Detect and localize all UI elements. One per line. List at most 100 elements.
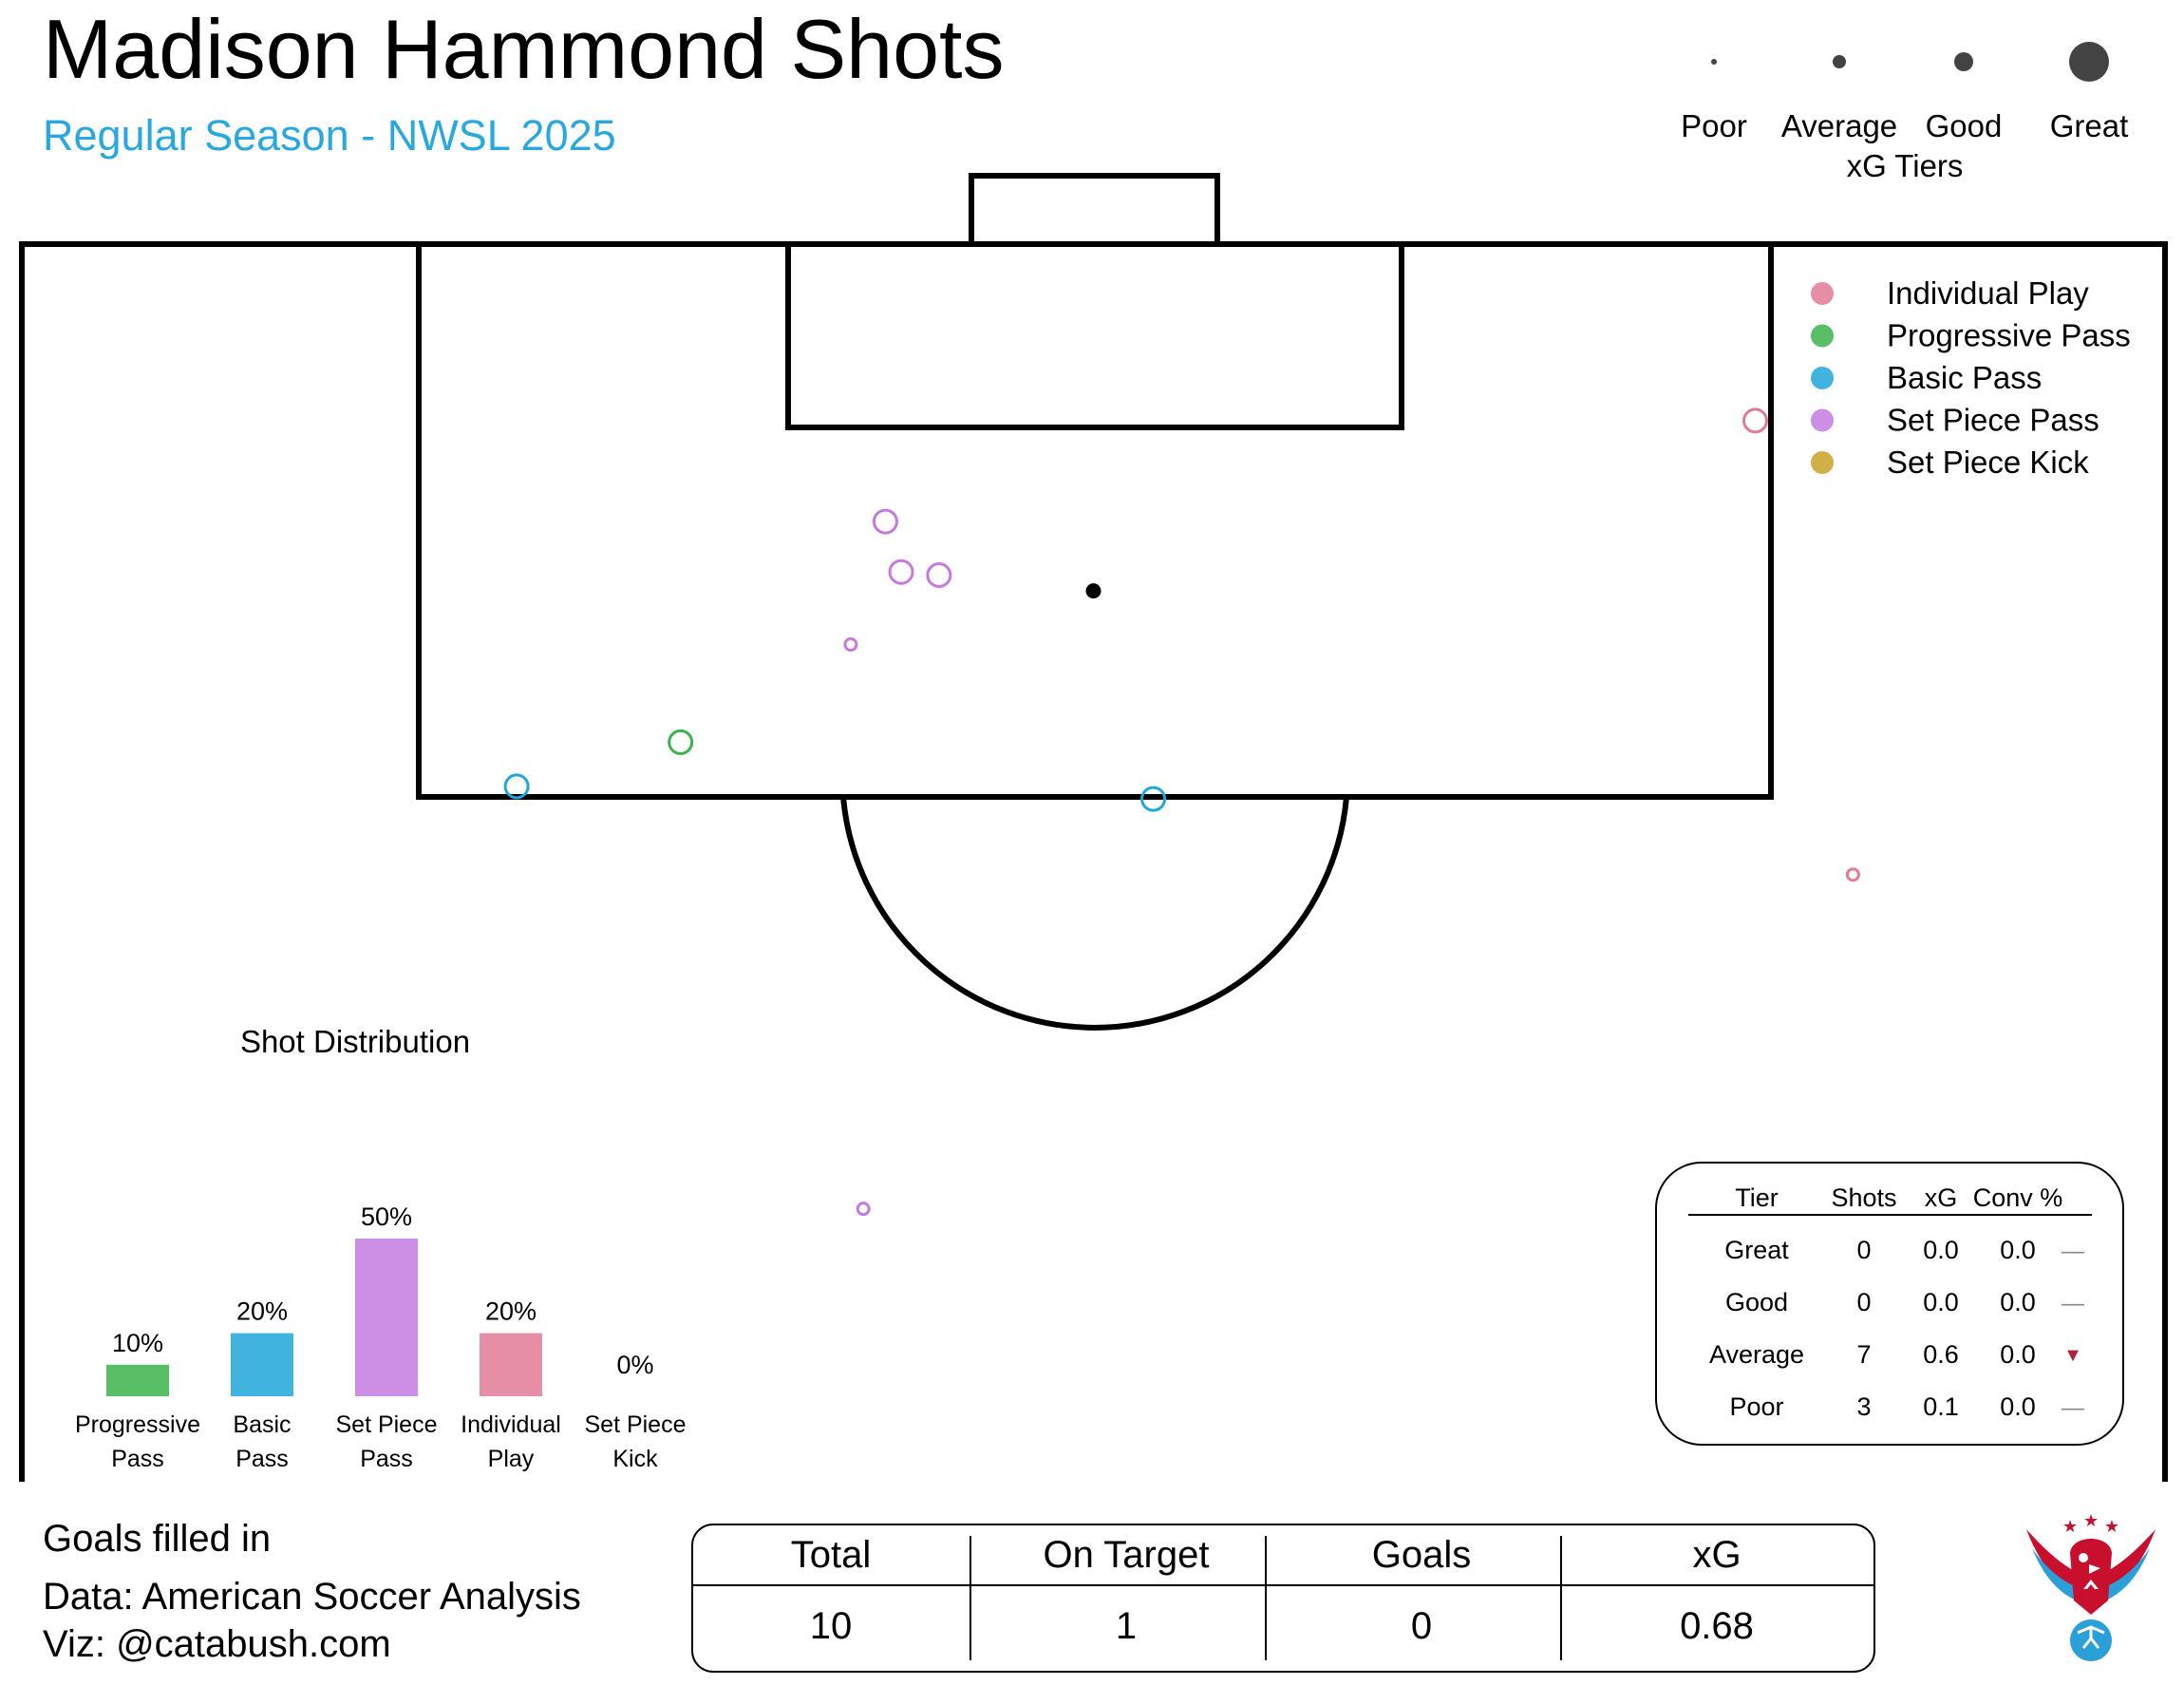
summary-value: 10 <box>810 1605 853 1647</box>
penalty-arc <box>840 796 1349 1031</box>
trend-flat-icon: — <box>2062 1239 2084 1264</box>
goal-area <box>785 241 1404 430</box>
legend-swatch-set-piece-kick <box>1811 451 1834 474</box>
trend-down-icon: ▼ <box>2063 1345 2082 1366</box>
shot-marker <box>1140 786 1167 812</box>
shot-marker <box>1742 407 1769 434</box>
distribution-bar <box>231 1333 293 1396</box>
legend-swatch-basic-pass <box>1811 367 1834 389</box>
tier-table-header: Conv % <box>1973 1183 2063 1212</box>
trend-flat-icon: — <box>2062 1395 2084 1421</box>
shot-marker <box>856 1202 871 1217</box>
summary-header: On Target <box>1044 1534 1210 1576</box>
distribution-bar <box>106 1364 169 1396</box>
distribution-category-label: Basic <box>233 1411 291 1438</box>
legend-swatch-set-piece-pass <box>1811 408 1834 432</box>
summary-value: 0.68 <box>1680 1605 1754 1647</box>
svg-text:★: ★ <box>2083 1511 2099 1530</box>
tier-table: Tier Shots xG Conv % Great 0 0.0 0.0 — Good 0 0.0 0.… <box>1655 1162 2124 1446</box>
shot-marker <box>926 562 952 589</box>
distribution-category-label: Set Piece <box>584 1411 686 1438</box>
penalty-spot <box>1085 583 1101 599</box>
tier-table-cell: 3 <box>1856 1392 1871 1421</box>
distribution-category-label: Pass <box>111 1446 164 1472</box>
shot-marker <box>888 559 914 585</box>
tier-table-cell: 7 <box>1856 1340 1871 1369</box>
summary-header: xG <box>1692 1534 1741 1576</box>
tier-table-cell: 0.0 <box>2000 1340 2036 1369</box>
distribution-category-label: Progressive <box>75 1411 200 1438</box>
distribution-value-label: 20% <box>236 1297 288 1326</box>
xg-tier-label: Good <box>1926 108 2003 143</box>
shot-marker <box>872 508 898 535</box>
svg-text:★: ★ <box>2062 1517 2078 1536</box>
shots-layer <box>503 407 1860 1217</box>
legend-swatch-individual-play <box>1811 282 1834 305</box>
tier-table-cell: 0.0 <box>1923 1236 1959 1264</box>
xg-tier-label: Average <box>1781 108 1897 143</box>
shot-type-legend: Individual Play Progressive Pass Basic Pas… <box>1811 275 2131 480</box>
distribution-category-label: Pass <box>360 1446 413 1472</box>
xg-tier-marker-average <box>1833 55 1846 68</box>
svg-text:★: ★ <box>2104 1517 2119 1536</box>
xg-tier-marker-great <box>2069 42 2109 82</box>
legend-label: Set Piece Kick <box>1887 445 2089 480</box>
tier-table-cell: Great <box>1724 1236 1789 1264</box>
xg-tier-label: Poor <box>1681 108 1747 143</box>
distribution-bar <box>480 1333 542 1396</box>
summary-value: 0 <box>1411 1605 1432 1647</box>
legend-label: Set Piece Pass <box>1887 403 2099 438</box>
tier-table-cell: 0.0 <box>1923 1288 1959 1316</box>
footer-viz-credit: Viz: @catabush.com <box>43 1623 391 1665</box>
distribution-category-label: Kick <box>612 1446 658 1472</box>
tier-table-cell: 0 <box>1856 1236 1871 1264</box>
distribution-value-label: 50% <box>361 1202 412 1231</box>
tier-table-cell: 0.6 <box>1923 1340 1959 1369</box>
pitch <box>19 173 2168 1482</box>
xg-tier-label: Great <box>2050 108 2129 143</box>
tier-table-cell: Good <box>1725 1288 1788 1316</box>
shot-marker <box>503 773 530 800</box>
summary-header: Goals <box>1372 1534 1472 1576</box>
distribution-value-label: 0% <box>616 1351 653 1379</box>
tier-table-header: Shots <box>1831 1183 1896 1212</box>
xg-tiers-legend-title: xG Tiers <box>1847 148 1964 183</box>
xg-tier-marker-good <box>1954 52 1973 71</box>
distribution-category-label: Play <box>488 1446 535 1472</box>
distribution-bar <box>355 1239 418 1396</box>
xg-tier-marker-poor <box>1711 59 1717 65</box>
shot-distribution-title: Shot Distribution <box>240 1024 470 1059</box>
legend-swatch-progressive-pass <box>1811 324 1834 348</box>
footer-note: Goals filled in <box>43 1518 271 1560</box>
legend-label: Basic Pass <box>1887 360 2042 395</box>
tier-table-cell: 0.1 <box>1923 1392 1959 1421</box>
shot-marker <box>1845 867 1860 882</box>
tier-table-cell: Poor <box>1729 1392 1783 1421</box>
tier-table-cell: 0 <box>1856 1288 1871 1316</box>
tier-table-cell: 0.0 <box>2000 1392 2036 1421</box>
eagle-logo-icon: ★ ★ ★ <box>2026 1511 2156 1661</box>
distribution-category-label: Individual <box>461 1411 561 1438</box>
tier-table-cell: 0.0 <box>2000 1288 2036 1316</box>
shot-marker <box>668 729 694 755</box>
footer-data-source: Data: American Soccer Analysis <box>43 1576 581 1618</box>
legend-label: Progressive Pass <box>1887 318 2131 353</box>
distribution-category-label: Set Piece <box>335 1411 437 1438</box>
summary-table: Total 10 On Target 1 Goals 0 xG 0.68 <box>691 1524 1875 1673</box>
tier-table-header: Tier <box>1735 1183 1779 1212</box>
chart-subtitle: Regular Season - NWSL 2025 <box>43 111 616 160</box>
tier-table-header: xG <box>1925 1183 1958 1212</box>
shot-marker <box>843 637 858 653</box>
shot-distribution-chart: Shot Distribution 10% Progressive Pass 20% B… <box>75 1024 687 1472</box>
summary-frame <box>691 1524 1875 1673</box>
chart-title: Madison Hammond Shots <box>43 2 1004 96</box>
summary-header: Total <box>791 1534 872 1576</box>
tier-table-cell: 0.0 <box>2000 1236 2036 1264</box>
summary-value: 1 <box>1116 1605 1137 1647</box>
distribution-value-label: 10% <box>112 1329 163 1357</box>
penalty-area <box>416 241 1774 800</box>
xg-tiers-legend: xG Tiers Poor Average Good Great <box>1681 42 2128 183</box>
distribution-category-label: Pass <box>235 1446 289 1472</box>
trend-flat-icon: — <box>2062 1291 2084 1316</box>
